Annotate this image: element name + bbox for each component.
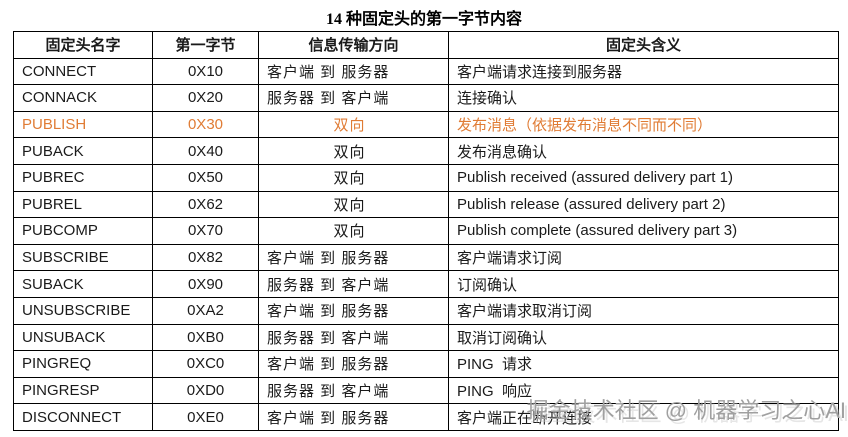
meaning-cell: PING 响应 [448, 376, 839, 405]
name-cell: PINGRESP [13, 376, 153, 405]
byte-cell: 0X82 [152, 243, 259, 272]
table-row: PUBACK 0X40 双向 发布消息确认 [13, 137, 839, 165]
byte-cell: 0XC0 [152, 350, 259, 378]
direction-cell: 服务器 到 客户端 [258, 376, 449, 405]
name-cell: SUBACK [13, 270, 153, 298]
meaning-cell: 连接确认 [448, 84, 839, 112]
meaning-cell: Publish release (assured delivery part 2… [448, 190, 839, 219]
byte-cell: 0X30 [152, 110, 259, 139]
name-cell: PUBREC [13, 163, 153, 192]
table-row: CONNACK 0X20 服务器 到 客户端 连接确认 [13, 84, 839, 112]
byte-cell: 0X40 [152, 137, 259, 165]
byte-cell: 0XB0 [152, 323, 259, 352]
table-body: CONNECT 0X10 客户端 到 服务器 客户端请求连接到服务器 CONNACK 0X… [13, 57, 839, 431]
table-row: SUBACK 0X90 服务器 到 客户端 订阅确认 [13, 270, 839, 298]
column-header-direction: 信息传输方向 [258, 31, 449, 59]
byte-cell: 0XD0 [152, 376, 259, 405]
meaning-cell: 取消订阅确认 [448, 323, 839, 352]
byte-cell: 0XE0 [152, 403, 259, 431]
name-cell: UNSUBACK [13, 323, 153, 352]
direction-cell: 客户端 到 服务器 [258, 350, 449, 378]
table-row: PUBCOMP 0X70 双向 Publish complete (assured d… [13, 217, 839, 245]
direction-cell: 服务器 到 客户端 [258, 270, 449, 298]
direction-cell: 双向 [258, 163, 449, 192]
table-row: PINGREQ 0XC0 客户端 到 服务器 PING 请求 [13, 350, 839, 378]
table-row: CONNECT 0X10 客户端 到 服务器 客户端请求连接到服务器 [13, 57, 839, 86]
byte-cell: 0X10 [152, 57, 259, 86]
meaning-cell: 客户端请求订阅 [448, 243, 839, 272]
name-cell: PUBREL [13, 190, 153, 219]
meaning-cell: 客户端请求取消订阅 [448, 296, 839, 325]
fixed-header-table: 固定头名字 第一字节 信息传输方向 固定头含义 CONNECT 0X10 客户端 到… [13, 31, 839, 431]
name-cell: PINGREQ [13, 350, 153, 378]
byte-cell: 0X50 [152, 163, 259, 192]
meaning-cell: 发布消息确认 [448, 137, 839, 165]
column-header-byte: 第一字节 [152, 31, 259, 59]
column-header-name: 固定头名字 [13, 31, 153, 59]
direction-cell: 客户端 到 服务器 [258, 403, 449, 431]
name-cell: PUBCOMP [13, 217, 153, 245]
table-row: PUBREL 0X62 双向 Publish release (assured del… [13, 190, 839, 219]
meaning-cell: 发布消息（依据发布消息不同而不同） [448, 110, 839, 139]
table-row: UNSUBSCRIBE 0XA2 客户端 到 服务器 客户端请求取消订阅 [13, 296, 839, 325]
meaning-cell: PING 请求 [448, 350, 839, 378]
direction-cell: 双向 [258, 190, 449, 219]
byte-cell: 0X20 [152, 84, 259, 112]
meaning-cell: Publish received (assured delivery part … [448, 163, 839, 192]
byte-cell: 0X62 [152, 190, 259, 219]
byte-cell: 0X90 [152, 270, 259, 298]
name-cell: PUBACK [13, 137, 153, 165]
byte-cell: 0X70 [152, 217, 259, 245]
table-row: DISCONNECT 0XE0 客户端 到 服务器 客户端正在断开连接 [13, 403, 839, 431]
direction-cell: 双向 [258, 137, 449, 165]
direction-cell: 客户端 到 服务器 [258, 57, 449, 86]
table-row: PUBLISH 0X30 双向 发布消息（依据发布消息不同而不同） [13, 110, 839, 139]
name-cell: CONNACK [13, 84, 153, 112]
byte-cell: 0XA2 [152, 296, 259, 325]
name-cell: DISCONNECT [13, 403, 153, 431]
name-cell: SUBSCRIBE [13, 243, 153, 272]
meaning-cell: 客户端请求连接到服务器 [448, 57, 839, 86]
direction-cell: 客户端 到 服务器 [258, 243, 449, 272]
name-cell: UNSUBSCRIBE [13, 296, 153, 325]
direction-cell: 服务器 到 客户端 [258, 84, 449, 112]
table-row: SUBSCRIBE 0X82 客户端 到 服务器 客户端请求订阅 [13, 243, 839, 272]
table-header-row: 固定头名字 第一字节 信息传输方向 固定头含义 [13, 31, 839, 59]
table-row: UNSUBACK 0XB0 服务器 到 客户端 取消订阅确认 [13, 323, 839, 352]
meaning-cell: 订阅确认 [448, 270, 839, 298]
name-cell: PUBLISH [13, 110, 153, 139]
direction-cell: 双向 [258, 110, 449, 139]
page-title: 14 种固定头的第一字节内容 [325, 11, 522, 28]
direction-cell: 客户端 到 服务器 [258, 296, 449, 325]
table-row: PUBREC 0X50 双向 Publish received (assured de… [13, 163, 839, 192]
direction-cell: 服务器 到 客户端 [258, 323, 449, 352]
direction-cell: 双向 [258, 217, 449, 245]
name-cell: CONNECT [13, 57, 153, 86]
table-row: PINGRESP 0XD0 服务器 到 客户端 PING 响应 [13, 376, 839, 405]
column-header-meaning: 固定头含义 [448, 31, 839, 59]
meaning-cell: 客户端正在断开连接 [448, 403, 839, 431]
meaning-cell: Publish complete (assured delivery part … [448, 217, 839, 245]
